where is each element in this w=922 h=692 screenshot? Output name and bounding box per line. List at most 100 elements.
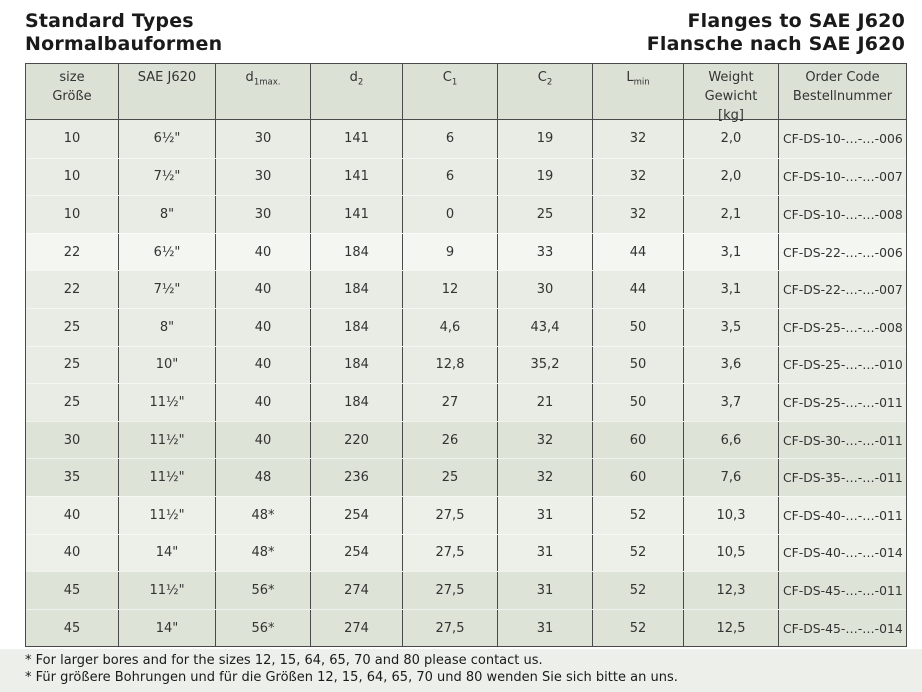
cell-lmin: 32	[593, 120, 684, 158]
cell-d2: 184	[311, 308, 403, 346]
cell-d1max: 40	[216, 233, 311, 271]
cell-weight: 6,6	[684, 421, 779, 459]
cell-sae-j620: 8"	[119, 308, 216, 346]
cell-c2: 19	[498, 120, 593, 158]
title-right-line1: Flanges to SAE J620	[687, 10, 905, 32]
cell-order-code: CF-DS-45-…-…-014	[783, 620, 903, 636]
cell-size: 10	[26, 196, 119, 233]
cell-weight: 3,5	[684, 308, 779, 346]
cell-d2: 254	[311, 534, 403, 572]
table-header-row: size Größe SAE J620 d1max. d2 C1 C2 Lmin Weight G…	[26, 64, 906, 125]
cell-d1max: 48*	[216, 534, 311, 572]
column-header-text: Order Code	[805, 70, 880, 85]
cell-order-code: CF-DS-30-…-…-011	[783, 432, 903, 448]
cell-c1: 27,5	[403, 496, 498, 534]
page-header: Standard Types Normalbauformen Flanges t…	[0, 0, 922, 56]
cell-lmin: 52	[593, 534, 684, 572]
cell-size: 25	[26, 346, 119, 384]
cell-sae-j620: 11½"	[119, 572, 216, 609]
cell-weight: 10,5	[684, 534, 779, 572]
cell-d1max: 56*	[216, 572, 311, 609]
cell-c1: 27,5	[403, 609, 498, 647]
cell-weight: 3,1	[684, 271, 779, 308]
cell-sae-j620: 6½"	[119, 120, 216, 158]
cell-d2: 274	[311, 609, 403, 647]
column-header-text: C1	[442, 70, 458, 88]
cell-weight: 2,0	[684, 158, 779, 196]
cell-lmin: 52	[593, 609, 684, 647]
table-row-13: 45 11½" 56* 274 27,5 31 52 12,3 CF-DS-45-…-…-011	[26, 571, 906, 609]
cell-sae-j620: 11½"	[119, 459, 216, 496]
table-row-1: 10 6½" 30 141 6 19 32 2,0 CF-DS-10-…-…-006	[26, 120, 906, 158]
cell-sae-j620: 11½"	[119, 421, 216, 459]
table-row-5: 22 7½" 40 184 12 30 44 3,1 CF-DS-22-…-…-007	[26, 270, 906, 308]
cell-d2: 184	[311, 384, 403, 421]
table-body: 10 6½" 30 141 6 19 32 2,0 CF-DS-10-…-…-006 10 7½" 3…	[26, 120, 906, 647]
title-left-line1: Standard Types	[25, 10, 194, 32]
footnote-de: * Für größere Bohrungen und für die Größ…	[25, 670, 678, 686]
cell-d1max: 48	[216, 459, 311, 496]
cell-size: 10	[26, 158, 119, 196]
cell-order-code: CF-DS-40-…-…-014	[783, 545, 903, 561]
column-header-text: d1max.	[245, 70, 281, 88]
column-header-text: Größe	[52, 89, 92, 104]
table-row-14: 45 14" 56* 274 27,5 31 52 12,5 CF-DS-45-…-…-014	[26, 608, 906, 647]
cell-size: 30	[26, 421, 119, 459]
cell-c1: 26	[403, 421, 498, 459]
cell-d2: 236	[311, 459, 403, 496]
column-header-d1max: d1max.	[216, 64, 311, 125]
cell-c1: 27,5	[403, 534, 498, 572]
cell-weight: 3,6	[684, 346, 779, 384]
cell-size: 25	[26, 308, 119, 346]
cell-weight: 2,1	[684, 196, 779, 233]
cell-d2: 141	[311, 120, 403, 158]
cell-lmin: 44	[593, 271, 684, 308]
column-header-text: C2	[537, 70, 553, 88]
title-right-line2: Flansche nach SAE J620	[646, 33, 905, 55]
cell-size: 45	[26, 609, 119, 647]
column-header-size: size Größe	[26, 64, 119, 125]
cell-size: 10	[26, 120, 119, 158]
cell-order-code: CF-DS-25-…-…-011	[783, 394, 903, 410]
cell-weight: 7,6	[684, 459, 779, 496]
column-header-c1: C1	[403, 64, 498, 125]
cell-order-code: CF-DS-35-…-…-011	[783, 470, 903, 486]
footnotes: * For larger bores and for the sizes 12,…	[0, 649, 922, 692]
cell-c2: 21	[498, 384, 593, 421]
title-left-line2: Normalbauformen	[25, 33, 223, 55]
column-header-text: SAE J620	[137, 70, 197, 85]
column-header-text: Gewicht	[704, 89, 758, 104]
cell-sae-j620: 10"	[119, 346, 216, 384]
cell-d2: 141	[311, 158, 403, 196]
column-header-order-code: Order Code Bestellnummer	[779, 64, 906, 125]
cell-c1: 4,6	[403, 308, 498, 346]
cell-c1: 25	[403, 459, 498, 496]
cell-order-code: CF-DS-10-…-…-006	[783, 131, 903, 147]
cell-sae-j620: 11½"	[119, 496, 216, 534]
cell-c1: 12	[403, 271, 498, 308]
table-row-10: 35 11½" 48 236 25 32 60 7,6 CF-DS-35-…-…-011	[26, 458, 906, 496]
cell-lmin: 32	[593, 196, 684, 233]
cell-c1: 27,5	[403, 572, 498, 609]
cell-order-code: CF-DS-25-…-…-008	[783, 319, 903, 335]
cell-d1max: 40	[216, 384, 311, 421]
cell-weight: 12,5	[684, 609, 779, 647]
cell-lmin: 32	[593, 158, 684, 196]
cell-weight: 3,7	[684, 384, 779, 421]
cell-d2: 184	[311, 271, 403, 308]
cell-c2: 31	[498, 496, 593, 534]
cell-order-code: CF-DS-25-…-…-010	[783, 357, 903, 373]
cell-sae-j620: 6½"	[119, 233, 216, 271]
cell-order-code: CF-DS-10-…-…-008	[783, 206, 903, 222]
footnote-en: * For larger bores and for the sizes 12,…	[25, 653, 543, 669]
cell-d1max: 40	[216, 271, 311, 308]
cell-order-code: CF-DS-10-…-…-007	[783, 169, 903, 185]
cell-d1max: 30	[216, 120, 311, 158]
cell-c1: 27	[403, 384, 498, 421]
cell-d2: 184	[311, 233, 403, 271]
cell-weight: 3,1	[684, 233, 779, 271]
table-row-4: 22 6½" 40 184 9 33 44 3,1 CF-DS-22-…-…-006	[26, 232, 906, 271]
cell-c2: 19	[498, 158, 593, 196]
cell-d2: 141	[311, 196, 403, 233]
cell-d1max: 48*	[216, 496, 311, 534]
